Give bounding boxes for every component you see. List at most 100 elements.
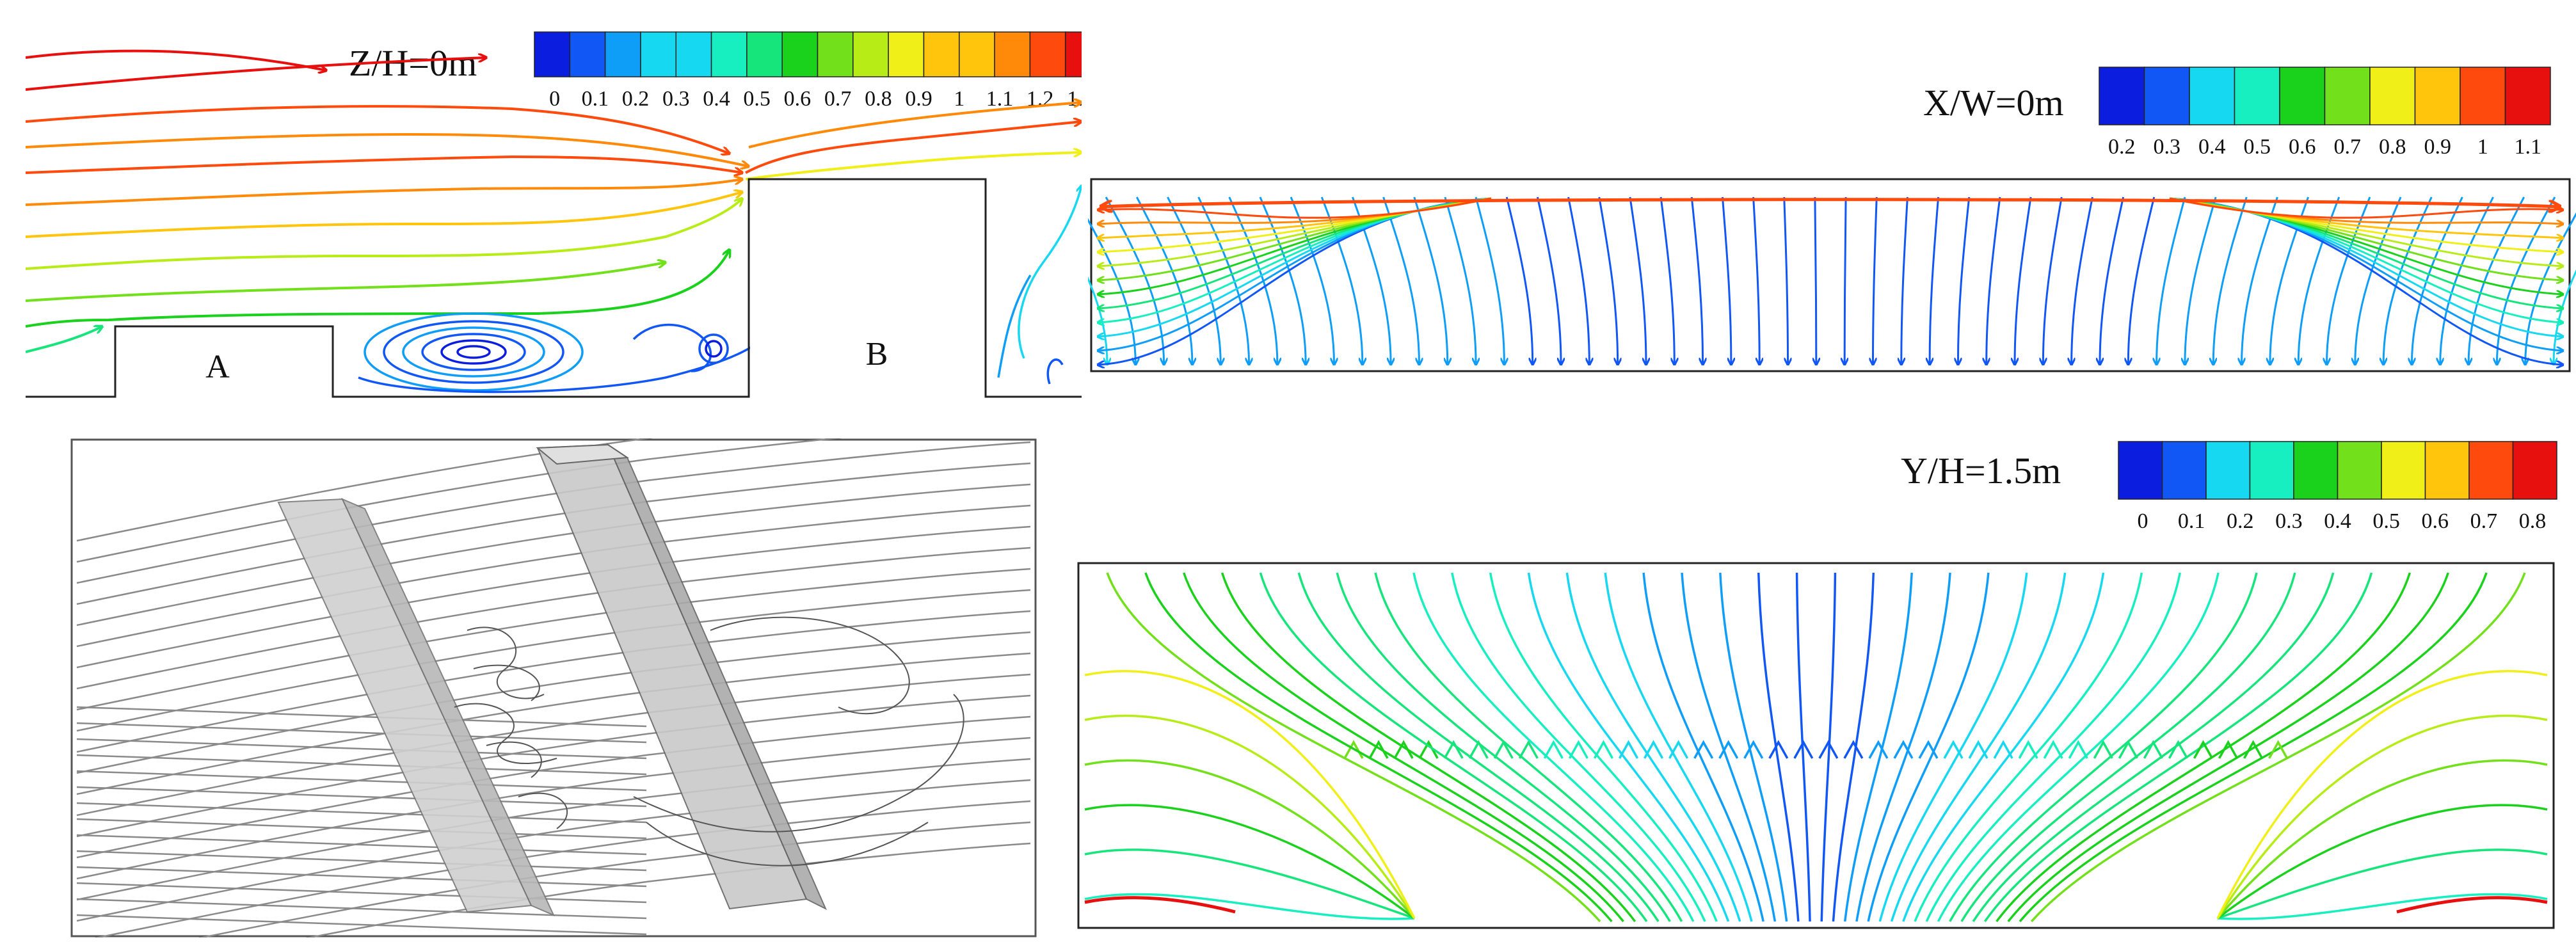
colorbar-tick-label: 0.9 <box>2424 135 2452 159</box>
building-label-a: A <box>205 349 230 385</box>
x-section-frame <box>1090 178 2571 372</box>
colorbar-tick-label: 0.5 <box>2372 509 2400 533</box>
streamline-arrow <box>1543 740 1564 759</box>
streamline-arrow <box>2118 740 2138 759</box>
colorbar-tick-label: 1 <box>954 87 964 111</box>
streamline <box>1536 196 1561 365</box>
x-colorbar-title: X/W=0m <box>1923 82 2064 124</box>
streamline <box>2412 196 2463 365</box>
streamline-arrow <box>2218 740 2239 759</box>
x-colorbar-cells <box>2099 67 2551 125</box>
streamline <box>1084 896 1236 914</box>
streamline <box>1873 196 1878 365</box>
x-streamlines <box>1088 196 2576 365</box>
streamline <box>1565 572 1741 922</box>
streamline-arrow <box>2168 740 2188 759</box>
colorbar-tick-label: 0.7 <box>2334 135 2362 159</box>
streamline-arrow <box>2043 740 2063 759</box>
streamline <box>76 738 647 760</box>
streamline <box>76 737 1031 880</box>
streamline <box>1902 572 2105 922</box>
streamline <box>1832 572 1875 922</box>
streamline <box>1259 196 1306 365</box>
colorbar-cell <box>2460 67 2506 125</box>
colorbar-cell <box>2279 67 2326 125</box>
streamline <box>76 722 647 744</box>
streamline <box>1783 196 1788 365</box>
streamline <box>2468 196 2525 365</box>
streamline <box>76 786 647 808</box>
streamline <box>2157 196 2186 365</box>
panel-3d-render <box>70 438 1037 937</box>
y-colorbar-ticks: 0 0.1 0.2 0.3 0.4 0.5 0.6 0.7 0.8 <box>2138 509 2547 533</box>
streamline <box>2383 196 2433 365</box>
streamline <box>2525 212 2576 365</box>
z-streamlines <box>26 49 1082 353</box>
streamline <box>1925 572 2181 922</box>
z-vortex <box>358 186 1082 394</box>
streamline <box>2554 269 2576 365</box>
render-3d-svg <box>70 438 1037 937</box>
colorbar-tick-label: 0.1 <box>582 87 609 111</box>
streamline <box>76 758 1031 901</box>
streamline <box>1972 572 2335 922</box>
streamline-arrow <box>1993 740 2013 759</box>
streamline <box>26 179 742 206</box>
streamline <box>1451 572 1706 922</box>
streamline <box>76 673 1031 817</box>
colorbar-tick-label: 0.5 <box>2244 135 2271 159</box>
colorbar-tick-label: 0.3 <box>2154 135 2181 159</box>
streamline <box>26 132 749 166</box>
streamline <box>1815 196 1816 365</box>
streamline <box>2326 196 2371 365</box>
y-colorbar-title: Y/H=1.5m <box>1901 450 2061 491</box>
streamline <box>2217 849 2548 920</box>
colorbar-cell <box>2099 67 2145 125</box>
colorbar-tick-label: 0 <box>2138 509 2148 533</box>
streamline-arrow <box>1893 740 1914 759</box>
streamline <box>2497 196 2556 365</box>
colorbar-tick-label: 0.2 <box>622 87 650 111</box>
streamline <box>1690 196 1702 365</box>
streamline <box>1489 572 1718 922</box>
streamline <box>1228 196 1277 365</box>
colorbar-tick-label: 0.1 <box>2178 509 2205 533</box>
colorbar-tick-label: 0.4 <box>2324 509 2351 533</box>
colorbar-tick-label: 0.8 <box>2379 135 2406 159</box>
streamline <box>1937 572 2220 922</box>
streamline <box>2216 759 2548 920</box>
colorbar-tick-label: 0.6 <box>784 87 812 111</box>
streamline <box>2100 196 2125 365</box>
streamline <box>1475 196 1504 365</box>
colorbar-cell <box>2337 441 2382 500</box>
streamline <box>76 610 1031 753</box>
streamline <box>26 262 666 302</box>
colorbar-tick-label: 0.8 <box>865 87 892 111</box>
colorbar-cell <box>959 31 995 77</box>
streamline <box>76 834 647 856</box>
streamline <box>2019 572 2488 923</box>
streamline <box>1629 196 1646 365</box>
colorbar-tick-label: 1.1 <box>2515 135 2542 159</box>
streamline <box>2169 197 2563 294</box>
streamline-arrow <box>1368 740 1389 759</box>
streamline <box>76 631 1031 774</box>
colorbar-cell <box>2414 67 2461 125</box>
streamline <box>1604 572 1753 922</box>
streamline <box>1949 572 2258 922</box>
colorbar-cell <box>2369 67 2416 125</box>
streamline <box>1135 196 1192 365</box>
colorbar-cell <box>675 31 712 77</box>
streamline <box>26 49 326 70</box>
colorbar-cell <box>2512 441 2557 500</box>
colorbar-tick-label: 0.9 <box>905 87 932 111</box>
streamline-arrow <box>1843 740 1864 759</box>
colorbar-cell <box>2189 67 2236 125</box>
streamline <box>1084 714 1416 919</box>
streamline <box>1412 572 1695 922</box>
render-building-b <box>536 443 828 911</box>
y-section-frame <box>1077 562 2555 929</box>
colorbar-cell <box>2293 441 2339 500</box>
streamline <box>76 770 647 792</box>
streamline-arrow <box>1518 740 1539 759</box>
